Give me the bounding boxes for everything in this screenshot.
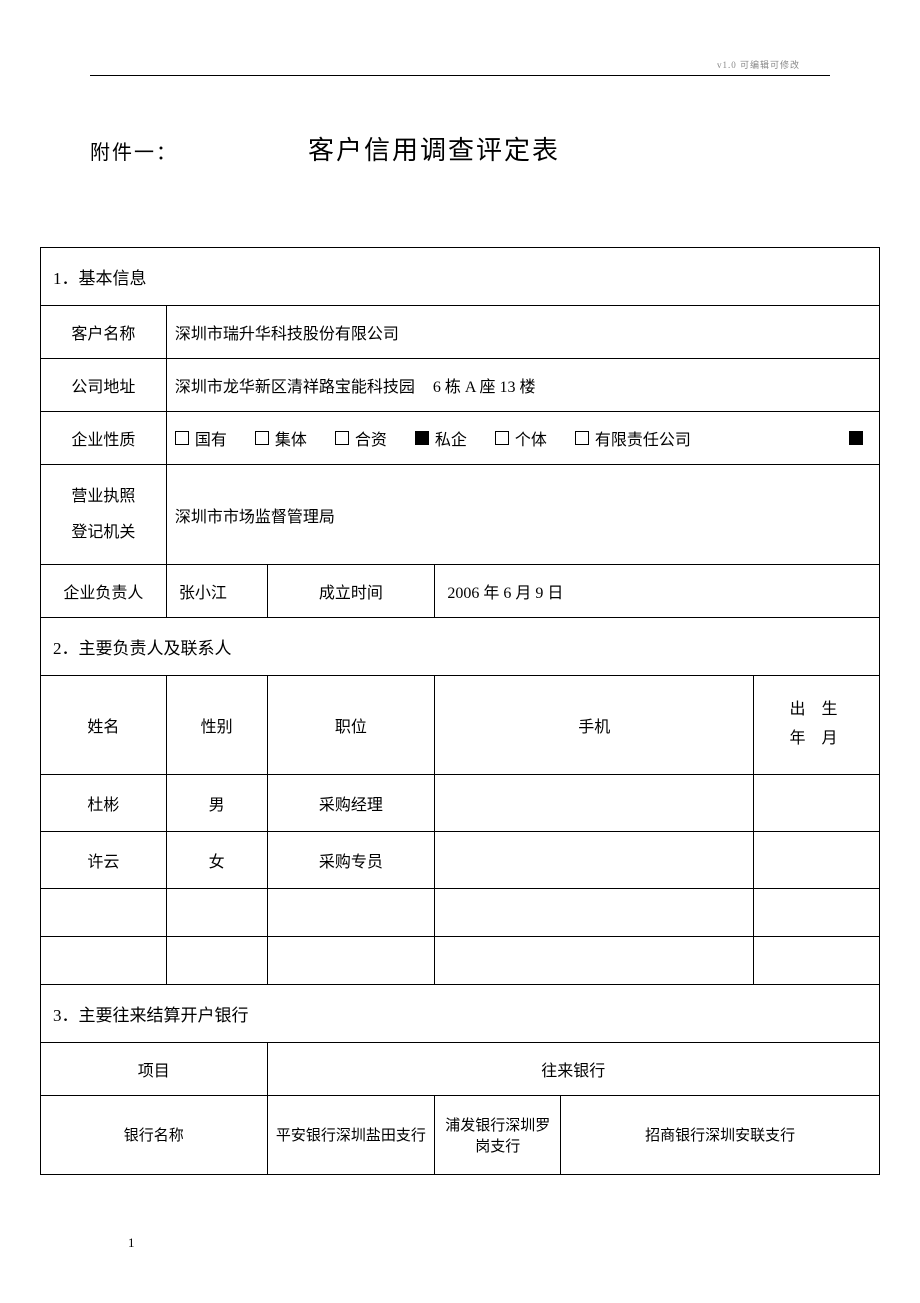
- contact-gender: [166, 936, 267, 984]
- contact-name: 许云: [41, 831, 167, 888]
- owner-label: 企业负责人: [41, 565, 167, 618]
- col-birth-l1: 出 生: [758, 696, 875, 725]
- nature-opt-4: 个体: [495, 426, 547, 450]
- section3-header-row: 3．主要往来结算开户银行: [41, 984, 880, 1042]
- contact-position: [267, 936, 435, 984]
- nature-opt-2: 合资: [335, 426, 387, 450]
- license-value: 深圳市市场监督管理局: [166, 465, 879, 565]
- license-row: 营业执照 登记机关 深圳市市场监督管理局: [41, 465, 880, 565]
- bank3: 招商银行深圳安联支行: [561, 1095, 880, 1174]
- contact-row-3: [41, 936, 880, 984]
- nature-opt-3: 私企: [415, 426, 467, 450]
- contact-row-0: 杜彬 男 采购经理: [41, 774, 880, 831]
- checkbox-icon: [575, 431, 589, 445]
- bank-header-row: 项目 往来银行: [41, 1042, 880, 1095]
- nature-opt-1: 集体: [255, 426, 307, 450]
- client-name-row: 客户名称 深圳市瑞升华科技股份有限公司: [41, 306, 880, 359]
- nature-opt-4-label: 个体: [515, 426, 547, 450]
- contact-row-1: 许云 女 采购专员: [41, 831, 880, 888]
- contact-phone: [435, 888, 754, 936]
- contact-position: [267, 888, 435, 936]
- section1-header-row: 1．基本信息: [41, 248, 880, 306]
- main-title: 客户信用调查评定表: [308, 130, 560, 167]
- nature-opt-3-label: 私企: [435, 426, 467, 450]
- nature-options-cell: 国有 集体 合资 私企 个体 有限责任公司: [166, 412, 879, 465]
- page-number: 1: [128, 1235, 135, 1251]
- nature-opt-1-label: 集体: [275, 426, 307, 450]
- contact-gender: 女: [166, 831, 267, 888]
- address-part2: 6 栋 A 座 13 楼: [433, 373, 536, 397]
- section1-title: 1．基本信息: [41, 248, 880, 306]
- license-label: 营业执照 登记机关: [41, 465, 167, 565]
- nature-opt-0-label: 国有: [195, 426, 227, 450]
- address-part1: 深圳市龙华新区清祥路宝能科技园: [175, 373, 415, 397]
- license-label-l1: 营业执照: [49, 479, 158, 514]
- col-phone: 手机: [435, 676, 754, 775]
- nature-opt-0: 国有: [175, 426, 227, 450]
- nature-label: 企业性质: [41, 412, 167, 465]
- bank-header-item: 项目: [41, 1042, 268, 1095]
- nature-opt-5-label: 有限责任公司: [595, 426, 691, 450]
- col-gender: 性别: [166, 676, 267, 775]
- contact-row-2: [41, 888, 880, 936]
- contact-gender: [166, 888, 267, 936]
- contact-name: [41, 888, 167, 936]
- section2-title: 2．主要负责人及联系人: [41, 618, 880, 676]
- col-position: 职位: [267, 676, 435, 775]
- contact-position: 采购专员: [267, 831, 435, 888]
- checkbox-icon: [495, 431, 509, 445]
- contact-columns-row: 姓名 性别 职位 手机 出 生 年 月: [41, 676, 880, 775]
- client-name-label: 客户名称: [41, 306, 167, 359]
- address-value: 深圳市龙华新区清祥路宝能科技园 6 栋 A 座 13 楼: [166, 359, 879, 412]
- checkbox-icon: [255, 431, 269, 445]
- contact-name: [41, 936, 167, 984]
- owner-value: 张小江: [166, 565, 267, 618]
- bank-names-row: 银行名称 平安银行深圳盐田支行 浦发银行深圳罗岗支行 招商银行深圳安联支行: [41, 1095, 880, 1174]
- bank1: 平安银行深圳盐田支行: [267, 1095, 435, 1174]
- contact-gender: 男: [166, 774, 267, 831]
- client-name-value: 深圳市瑞升华科技股份有限公司: [166, 306, 879, 359]
- title-row: 附件一： 客户信用调查评定表: [40, 130, 880, 167]
- bank2: 浦发银行深圳罗岗支行: [435, 1095, 561, 1174]
- founded-value: 2006 年 6 月 9 日: [435, 565, 880, 618]
- contact-name: 杜彬: [41, 774, 167, 831]
- checkbox-filled-icon: [415, 431, 429, 445]
- form-table: 1．基本信息 客户名称 深圳市瑞升华科技股份有限公司 公司地址 深圳市龙华新区清…: [40, 247, 880, 1175]
- section2-header-row: 2．主要负责人及联系人: [41, 618, 880, 676]
- contact-birth: [754, 831, 880, 888]
- nature-row: 企业性质 国有 集体 合资 私企 个体 有限责任公司: [41, 412, 880, 465]
- founded-label: 成立时间: [267, 565, 435, 618]
- bank-row-label: 银行名称: [41, 1095, 268, 1174]
- contact-position: 采购经理: [267, 774, 435, 831]
- col-name: 姓名: [41, 676, 167, 775]
- contact-phone: [435, 774, 754, 831]
- owner-row: 企业负责人 张小江 成立时间 2006 年 6 月 9 日: [41, 565, 880, 618]
- contact-birth: [754, 888, 880, 936]
- license-label-l2: 登记机关: [49, 515, 158, 550]
- contact-phone: [435, 936, 754, 984]
- col-birth-l2: 年 月: [758, 725, 875, 754]
- nature-opt-5: 有限责任公司: [575, 426, 691, 450]
- col-birth: 出 生 年 月: [754, 676, 880, 775]
- checkbox-filled-icon: [849, 431, 863, 445]
- contact-birth: [754, 774, 880, 831]
- attachment-label: 附件一：: [90, 136, 178, 165]
- bank-header-banks: 往来银行: [267, 1042, 879, 1095]
- contact-birth: [754, 936, 880, 984]
- checkbox-icon: [335, 431, 349, 445]
- header-rule: [90, 75, 830, 76]
- address-row: 公司地址 深圳市龙华新区清祥路宝能科技园 6 栋 A 座 13 楼: [41, 359, 880, 412]
- address-label: 公司地址: [41, 359, 167, 412]
- section3-title: 3．主要往来结算开户银行: [41, 984, 880, 1042]
- nature-opt-2-label: 合资: [355, 426, 387, 450]
- contact-phone: [435, 831, 754, 888]
- checkbox-icon: [175, 431, 189, 445]
- version-tag: v1.0 可编辑可修改: [717, 58, 800, 71]
